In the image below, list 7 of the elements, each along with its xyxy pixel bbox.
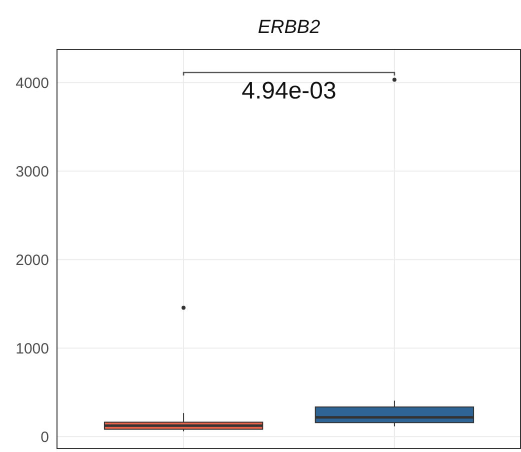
y-tick-label: 2000 [16,252,49,269]
y-tick-label: 1000 [16,340,49,358]
chart-title: ERBB2 [256,16,322,40]
y-tick-label: 4000 [16,74,49,92]
y-tick-label: 0 [40,428,49,446]
y-tick-label: 3000 [16,163,49,180]
annotation: 4.94e-03 [242,78,336,105]
